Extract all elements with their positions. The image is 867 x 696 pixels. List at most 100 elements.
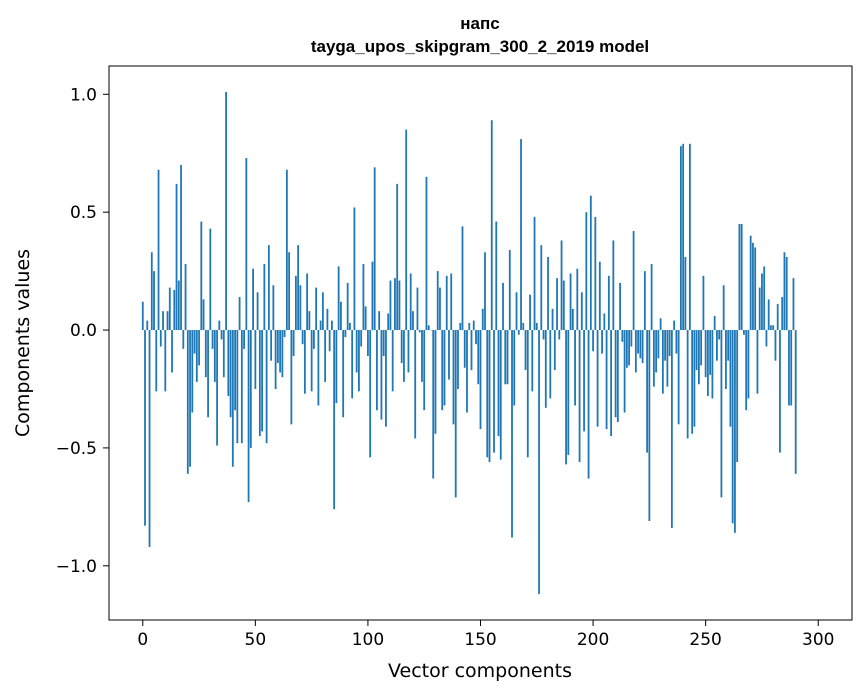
bar — [578, 330, 581, 463]
bar — [391, 330, 394, 392]
bar — [171, 330, 173, 373]
bar — [353, 207, 356, 331]
bar — [553, 330, 556, 371]
bar — [569, 273, 572, 331]
bar — [511, 330, 513, 538]
bar — [785, 256, 788, 331]
bar — [164, 330, 167, 392]
y-tick-label: −0.5 — [56, 439, 97, 459]
bar — [418, 330, 421, 333]
bar — [450, 273, 453, 331]
bar — [716, 330, 718, 361]
bar — [533, 216, 536, 331]
bar — [686, 330, 689, 439]
bar — [331, 320, 333, 331]
y-tick-label: 0.5 — [70, 203, 97, 223]
bar — [770, 325, 772, 331]
bar — [477, 330, 480, 385]
bar — [234, 330, 236, 411]
bar — [220, 330, 223, 340]
bar — [452, 330, 455, 425]
bar — [340, 301, 342, 331]
bar — [294, 275, 297, 331]
bar — [639, 330, 642, 359]
bar — [225, 91, 227, 331]
bar — [252, 268, 254, 331]
bar — [619, 282, 621, 331]
bar — [177, 280, 180, 331]
bar — [698, 330, 700, 385]
bar — [506, 330, 509, 385]
bar — [144, 330, 146, 526]
bar — [776, 304, 779, 331]
bar — [362, 264, 365, 331]
bar — [684, 256, 687, 331]
bar — [700, 330, 703, 366]
bar — [605, 330, 608, 430]
bar — [646, 330, 649, 453]
bar — [414, 330, 417, 439]
bar — [580, 292, 583, 331]
bar — [349, 322, 351, 331]
bar — [725, 330, 727, 389]
bar — [702, 275, 705, 331]
bar — [641, 330, 644, 364]
bar — [207, 330, 209, 418]
bar — [231, 330, 234, 467]
bar — [213, 330, 216, 382]
bar — [270, 330, 273, 361]
bar — [752, 242, 754, 331]
bar — [249, 330, 252, 448]
bar — [547, 256, 549, 331]
bar — [204, 330, 207, 378]
bar — [202, 299, 205, 331]
bar — [148, 330, 151, 547]
bar — [601, 330, 603, 354]
bar — [495, 221, 498, 331]
bar — [306, 273, 309, 331]
bar — [263, 264, 266, 331]
bar — [731, 330, 734, 524]
bar — [371, 261, 374, 331]
bar — [285, 169, 288, 331]
bar — [193, 330, 196, 354]
bar — [157, 169, 160, 331]
bar — [637, 330, 640, 354]
bar — [396, 183, 399, 331]
bar — [238, 297, 241, 331]
bar — [475, 330, 477, 345]
bar — [540, 245, 543, 331]
bar — [281, 330, 284, 378]
bar — [517, 330, 520, 335]
chart-title-line-1: напс — [460, 14, 499, 33]
bar — [486, 330, 489, 458]
bar — [245, 157, 248, 331]
bar — [436, 271, 439, 331]
bar — [423, 330, 426, 411]
bar — [691, 330, 694, 434]
bar — [470, 330, 473, 371]
bar — [186, 330, 189, 474]
bar — [326, 308, 329, 331]
bar — [173, 289, 176, 331]
bar — [749, 235, 752, 331]
bar — [439, 287, 441, 331]
bar — [720, 330, 723, 498]
bar — [574, 330, 576, 406]
bar — [175, 183, 178, 331]
bar — [598, 261, 601, 331]
bar — [254, 330, 257, 389]
bar — [335, 330, 338, 404]
bar — [155, 330, 158, 392]
bar — [707, 330, 709, 397]
y-tick-label: 1.0 — [70, 85, 97, 105]
bar — [508, 249, 511, 331]
bar — [166, 311, 169, 331]
bar — [585, 212, 588, 331]
bar — [211, 330, 214, 349]
bar — [279, 330, 282, 373]
bar — [299, 285, 302, 331]
bar — [441, 330, 444, 411]
bar — [427, 325, 430, 331]
